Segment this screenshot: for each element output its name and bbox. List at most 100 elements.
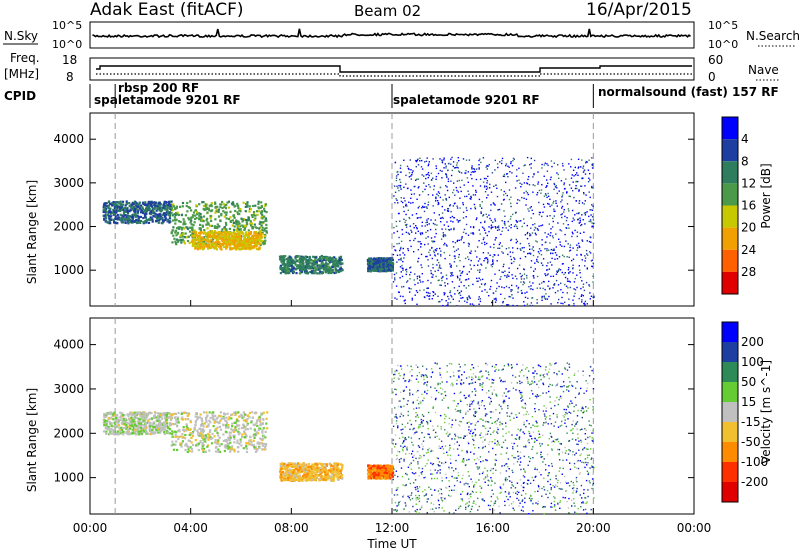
data-cell (384, 262, 388, 266)
data-cell (441, 160, 444, 163)
data-cell (137, 428, 140, 431)
data-cell (546, 236, 548, 238)
data-cell (567, 224, 569, 226)
data-cell (540, 262, 543, 264)
data-cell (510, 262, 513, 265)
data-cell (249, 220, 252, 223)
data-cell (380, 264, 383, 267)
data-cell (527, 297, 529, 299)
data-cell (150, 431, 153, 434)
data-cell (251, 204, 255, 208)
data-cell (144, 424, 147, 427)
data-cell (333, 271, 336, 275)
data-cell (408, 172, 411, 174)
data-cell (236, 202, 239, 205)
data-cell (195, 216, 198, 220)
data-cell (252, 244, 255, 248)
data-cell (562, 192, 564, 194)
data-cell (213, 226, 216, 229)
data-cell (468, 243, 470, 245)
data-cell (494, 218, 496, 220)
data-cell (425, 174, 427, 176)
data-cell (443, 234, 445, 236)
data-cell (477, 264, 479, 266)
data-cell (549, 178, 552, 181)
data-cell (451, 272, 453, 274)
data-cell (437, 253, 439, 255)
data-cell (417, 158, 419, 160)
data-cell (510, 238, 513, 241)
data-cell (552, 220, 554, 223)
data-cell (498, 243, 501, 246)
data-cell (240, 217, 243, 220)
data-cell (282, 256, 285, 259)
data-cell (460, 281, 462, 283)
data-cell (382, 263, 385, 266)
data-cell (580, 166, 582, 168)
data-cell (243, 237, 246, 240)
data-cell (238, 244, 241, 248)
data-cell (585, 281, 588, 284)
data-cell (503, 263, 505, 266)
data-cell (542, 211, 544, 213)
data-cell (443, 167, 445, 169)
data-cell (547, 273, 549, 275)
cpid-mode-label: rbsp 200 RF (118, 81, 199, 95)
data-cell (260, 210, 263, 213)
data-cell (255, 236, 258, 240)
data-cell (489, 246, 492, 248)
data-cell (465, 232, 467, 235)
data-cell (243, 241, 246, 244)
data-cell (407, 209, 409, 211)
data-cell (516, 180, 518, 182)
data-cell (410, 193, 413, 195)
data-cell (433, 188, 435, 191)
data-cell (458, 300, 460, 302)
data-cell (455, 186, 457, 189)
data-cell (435, 200, 437, 202)
data-cell (260, 234, 263, 237)
data-cell (544, 273, 546, 275)
cpid-mode-label: spaletamode 9201 RF (94, 93, 241, 107)
data-cell (425, 221, 427, 224)
data-cell (443, 294, 446, 296)
data-cell (489, 183, 491, 186)
data-cell (416, 159, 418, 162)
data-cell (452, 274, 454, 277)
data-cell (515, 242, 517, 244)
data-cell (299, 269, 302, 272)
data-cell (127, 215, 130, 218)
data-cell (231, 422, 234, 425)
data-cell (242, 201, 245, 204)
data-cell (163, 427, 166, 431)
data-cell (432, 177, 434, 179)
data-cell (498, 269, 500, 272)
data-cell (250, 239, 253, 242)
data-cell (556, 258, 559, 260)
data-cell (516, 267, 519, 270)
data-cell (508, 271, 510, 274)
data-cell (589, 252, 592, 254)
data-cell (202, 238, 205, 241)
data-cell (190, 219, 193, 222)
data-cell (435, 178, 437, 180)
data-cell (404, 302, 406, 305)
data-cell (486, 165, 488, 167)
data-cell (109, 422, 112, 425)
data-cell (482, 252, 485, 254)
data-cell (397, 173, 399, 176)
data-cell (593, 296, 595, 298)
data-cell (573, 302, 575, 305)
data-cell (214, 211, 217, 214)
data-cell (324, 270, 327, 273)
data-cell (122, 221, 125, 224)
data-cell (429, 292, 431, 295)
data-cell (142, 411, 145, 415)
data-cell (518, 264, 521, 266)
data-cell (198, 242, 201, 245)
data-cell (240, 413, 243, 416)
cpid-label: CPID (4, 89, 36, 103)
data-cell (229, 448, 232, 451)
data-cell (400, 271, 402, 273)
